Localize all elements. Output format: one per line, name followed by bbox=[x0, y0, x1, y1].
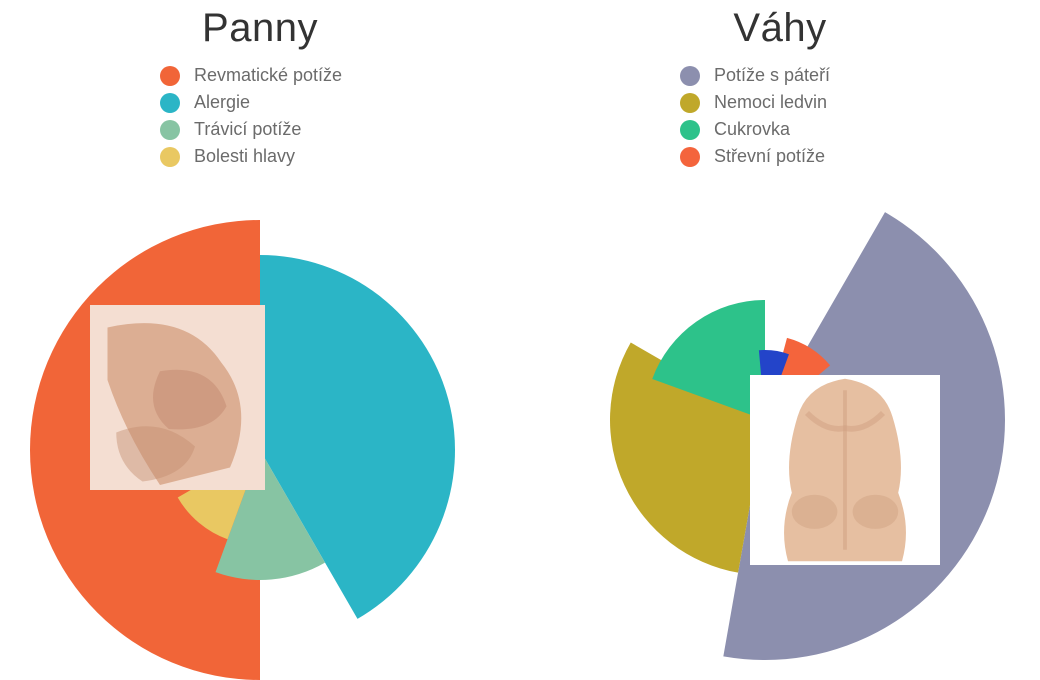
legend-item-panny-3: Bolesti hlavy bbox=[160, 146, 520, 167]
legend-item-panny-0: Revmatické potíže bbox=[160, 65, 520, 86]
swatch-icon bbox=[680, 120, 700, 140]
title-panny: Panny bbox=[0, 6, 520, 51]
legend-label: Cukrovka bbox=[714, 119, 790, 140]
swatch-icon bbox=[160, 147, 180, 167]
legend-item-vahy-3: Střevní potíže bbox=[680, 146, 1040, 167]
title-vahy: Váhy bbox=[520, 6, 1040, 51]
legend-label: Střevní potíže bbox=[714, 146, 825, 167]
legend-item-vahy-0: Potíže s páteří bbox=[680, 65, 1040, 86]
legend-label: Trávicí potíže bbox=[194, 119, 301, 140]
overlay-image-back bbox=[750, 375, 940, 565]
chart-panny bbox=[0, 200, 520, 663]
legend-item-vahy-1: Nemoci ledvin bbox=[680, 92, 1040, 113]
swatch-icon bbox=[680, 66, 700, 86]
swatch-icon bbox=[680, 93, 700, 113]
legend-label: Bolesti hlavy bbox=[194, 146, 295, 167]
swatch-icon bbox=[160, 93, 180, 113]
legend-label: Nemoci ledvin bbox=[714, 92, 827, 113]
legend-label: Revmatické potíže bbox=[194, 65, 342, 86]
page-root: Panny Revmatické potíže Alergie Trávicí … bbox=[0, 0, 1040, 663]
chart-vahy bbox=[520, 200, 1040, 663]
legend-item-panny-1: Alergie bbox=[160, 92, 520, 113]
legend-panny: Revmatické potíže Alergie Trávicí potíže… bbox=[0, 65, 520, 167]
swatch-icon bbox=[160, 120, 180, 140]
overlay-image-elbow bbox=[90, 305, 265, 490]
legend-label: Potíže s páteří bbox=[714, 65, 830, 86]
swatch-icon bbox=[680, 147, 700, 167]
legend-label: Alergie bbox=[194, 92, 250, 113]
swatch-icon bbox=[160, 66, 180, 86]
panel-vahy: Váhy Potíže s páteří Nemoci ledvin Cukro… bbox=[520, 0, 1040, 663]
legend-vahy: Potíže s páteří Nemoci ledvin Cukrovka S… bbox=[520, 65, 1040, 167]
panel-panny: Panny Revmatické potíže Alergie Trávicí … bbox=[0, 0, 520, 663]
legend-item-panny-2: Trávicí potíže bbox=[160, 119, 520, 140]
legend-item-vahy-2: Cukrovka bbox=[680, 119, 1040, 140]
